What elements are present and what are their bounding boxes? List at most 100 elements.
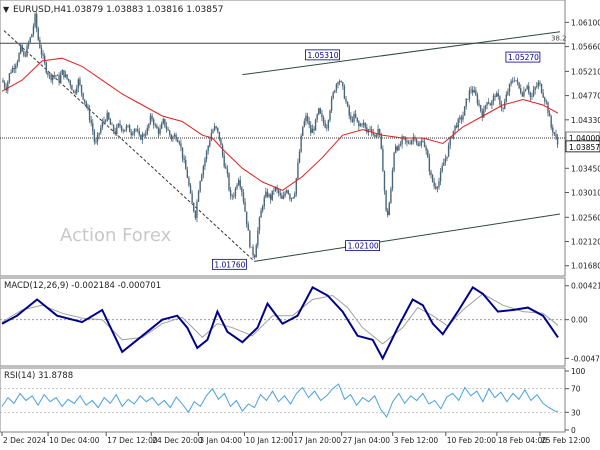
candle-body xyxy=(72,90,75,92)
time-tick-label: 10 Jan 12:00 xyxy=(245,436,293,445)
candle-body xyxy=(143,134,145,136)
candle-body xyxy=(160,123,163,129)
rsi-tick-label: 0 xyxy=(571,426,576,435)
candle-body xyxy=(479,105,482,111)
candle-body xyxy=(319,108,322,114)
candle-body xyxy=(19,45,22,54)
candle-body xyxy=(76,88,78,94)
candle-body xyxy=(165,126,168,130)
candle-body xyxy=(249,230,251,248)
candle-body xyxy=(433,181,435,187)
candle-body xyxy=(100,127,102,133)
price-tick-label: 1.01680 xyxy=(571,262,600,271)
candle-body xyxy=(90,119,92,124)
rsi-title: RSI(14) 31.8788 xyxy=(4,371,73,381)
candle-body xyxy=(303,121,306,127)
macd-tick-label: 0.00 xyxy=(571,316,588,325)
candle-body xyxy=(326,127,328,129)
candle-body xyxy=(13,67,15,69)
candle-body xyxy=(7,81,9,91)
candle-body xyxy=(40,48,43,55)
time-tick-label: 25 Feb 12:00 xyxy=(541,436,590,445)
candle-body xyxy=(136,129,139,132)
candle-body xyxy=(98,132,100,135)
candle-body xyxy=(261,205,264,211)
candle-body xyxy=(247,224,249,231)
candle-body xyxy=(120,125,123,131)
candle-body xyxy=(109,119,112,125)
candle-body xyxy=(386,210,389,216)
candle-body xyxy=(287,190,290,195)
candle-body xyxy=(68,78,70,82)
candle-body xyxy=(157,128,160,134)
candle-body xyxy=(282,195,285,199)
price-annotation-label: 1.05270 xyxy=(508,53,539,62)
candle-body xyxy=(321,113,323,118)
candle-body xyxy=(401,136,403,145)
candle-body xyxy=(390,188,392,203)
ohlc-readout: 1.03879 1.03883 1.03816 1.03857 xyxy=(66,5,223,15)
macd-panel-frame xyxy=(0,277,566,367)
candle-body xyxy=(459,117,461,120)
candle-body xyxy=(258,217,261,231)
candle-body xyxy=(197,191,200,202)
candle-body xyxy=(499,96,501,105)
candle-body xyxy=(484,105,487,110)
candle-body xyxy=(63,70,65,78)
candle-body xyxy=(32,26,35,35)
macd-signal-line xyxy=(1,293,559,345)
candle-body xyxy=(308,121,310,126)
candle-body xyxy=(372,132,374,135)
candle-body xyxy=(294,194,296,198)
candle-body xyxy=(439,171,442,182)
time-tick-label: 18 Feb 04:00 xyxy=(498,436,547,445)
candle-body xyxy=(148,123,150,128)
candle-body xyxy=(220,139,222,146)
candle-body xyxy=(451,137,453,139)
rsi-tick-label: 100 xyxy=(571,367,586,376)
candle-body xyxy=(271,190,273,200)
time-tick-label: 10 Dec 04:00 xyxy=(49,436,100,445)
candle-body xyxy=(486,102,488,106)
upper-channel-line xyxy=(242,31,561,76)
candle-body xyxy=(241,187,243,193)
rsi-panel-frame xyxy=(0,367,566,433)
candle-body xyxy=(284,192,286,196)
candle-body xyxy=(210,132,213,141)
candle-body xyxy=(375,135,378,137)
candle-body xyxy=(168,130,171,135)
candle-body xyxy=(353,113,355,122)
time-tick-label: 3 Feb 12:00 xyxy=(394,436,439,445)
candle-body xyxy=(23,51,25,56)
price-tick-label: 1.03010 xyxy=(571,189,600,198)
candle-body xyxy=(345,98,347,102)
candle-body xyxy=(205,151,208,160)
candle-body xyxy=(135,129,137,130)
candle-body xyxy=(314,119,317,131)
candle-body xyxy=(236,185,238,189)
candle-body xyxy=(201,174,203,182)
candle-body xyxy=(505,94,507,102)
candle-body xyxy=(298,151,301,163)
candle-body xyxy=(159,128,161,134)
time-tick-label: 27 Jan 04:00 xyxy=(343,436,391,445)
candle-body xyxy=(441,165,443,172)
candle-body xyxy=(481,110,483,118)
candle-body xyxy=(348,106,350,116)
candle-body xyxy=(274,187,277,191)
candle-body xyxy=(82,92,84,100)
candle-body xyxy=(31,34,33,38)
chart-menu-icon[interactable]: ▼ xyxy=(3,5,10,14)
price-annotation-box xyxy=(505,51,541,63)
candle-body xyxy=(550,116,552,128)
candle-body xyxy=(475,90,477,96)
candle-body xyxy=(338,81,341,83)
candle-body xyxy=(193,202,195,212)
candle-body xyxy=(119,123,121,126)
candle-body xyxy=(412,137,415,141)
candle-body xyxy=(415,139,418,144)
candle-body xyxy=(316,114,318,120)
price-annotation-box xyxy=(211,258,247,270)
candle-body xyxy=(3,82,6,88)
